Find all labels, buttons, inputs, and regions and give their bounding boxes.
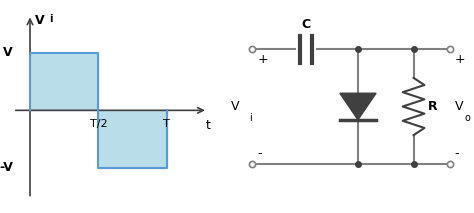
Text: t: t xyxy=(205,119,210,132)
Text: o: o xyxy=(465,113,470,123)
Text: i: i xyxy=(49,14,52,24)
Text: C: C xyxy=(301,18,310,31)
Text: V: V xyxy=(455,100,463,113)
Text: -: - xyxy=(455,147,459,160)
Polygon shape xyxy=(30,53,99,110)
Text: V: V xyxy=(35,14,45,27)
Text: +: + xyxy=(455,53,465,66)
Text: T: T xyxy=(164,119,170,129)
Text: T/2: T/2 xyxy=(90,119,107,129)
Polygon shape xyxy=(99,110,167,168)
Text: R: R xyxy=(428,100,438,113)
Text: -V: -V xyxy=(0,161,13,174)
Text: V: V xyxy=(3,46,13,59)
Text: V: V xyxy=(231,100,239,113)
Text: +: + xyxy=(258,53,268,66)
Text: i: i xyxy=(249,113,252,123)
Polygon shape xyxy=(340,93,376,120)
Text: -: - xyxy=(258,147,262,160)
